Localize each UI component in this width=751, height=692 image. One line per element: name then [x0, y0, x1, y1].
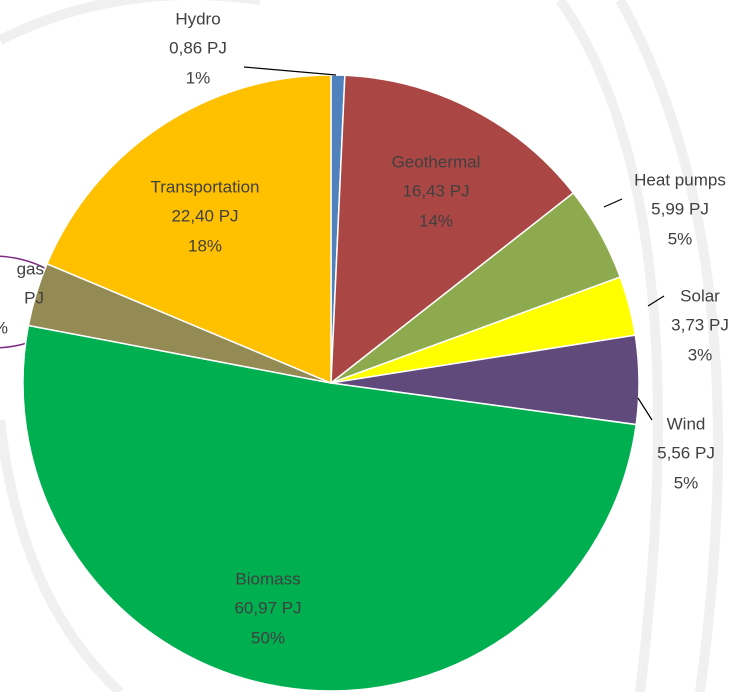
labels: Hydro 0,86 PJ 1% Geothermal 16,43 PJ 14% Heat …: [0, 9, 729, 647]
category-label: Heat pumps: [634, 170, 726, 189]
percent-label: 50%: [251, 628, 285, 647]
slice: [46, 74, 332, 385]
percent-label: 14%: [419, 211, 453, 230]
value-label: PJ: [24, 288, 44, 307]
value-label: 16,43 PJ: [402, 181, 469, 200]
slices: [22, 74, 640, 692]
value-label: 22,40 PJ: [171, 206, 238, 225]
category-label: Biomass: [235, 569, 300, 588]
leader-line: [647, 295, 665, 307]
value-label: 5,56 PJ: [657, 443, 715, 462]
background-arcs: [0, 0, 723, 692]
leader-line: [243, 66, 337, 76]
percent-label: 3%: [688, 345, 713, 364]
category-label: gas: [17, 259, 44, 278]
percent-label: 18%: [188, 236, 222, 255]
percent-label: 1%: [186, 68, 211, 87]
slice: [330, 74, 575, 385]
value-label: 3,73 PJ: [671, 315, 729, 334]
value-label: 0,86 PJ: [169, 38, 227, 57]
leader-line: [603, 198, 623, 208]
category-label: Geothermal: [392, 152, 481, 171]
category-label: Hydro: [175, 9, 220, 28]
category-label: Solar: [680, 286, 720, 305]
percent-label: 5%: [668, 229, 693, 248]
leader-line: [637, 397, 653, 421]
category-label: Transportation: [151, 177, 260, 196]
category-label: Wind: [667, 414, 706, 433]
percent-label: 5%: [674, 473, 699, 492]
percent-label: %: [0, 318, 8, 337]
slice: [22, 324, 638, 692]
value-label: 5,99 PJ: [651, 199, 709, 218]
value-label: 60,97 PJ: [234, 598, 301, 617]
